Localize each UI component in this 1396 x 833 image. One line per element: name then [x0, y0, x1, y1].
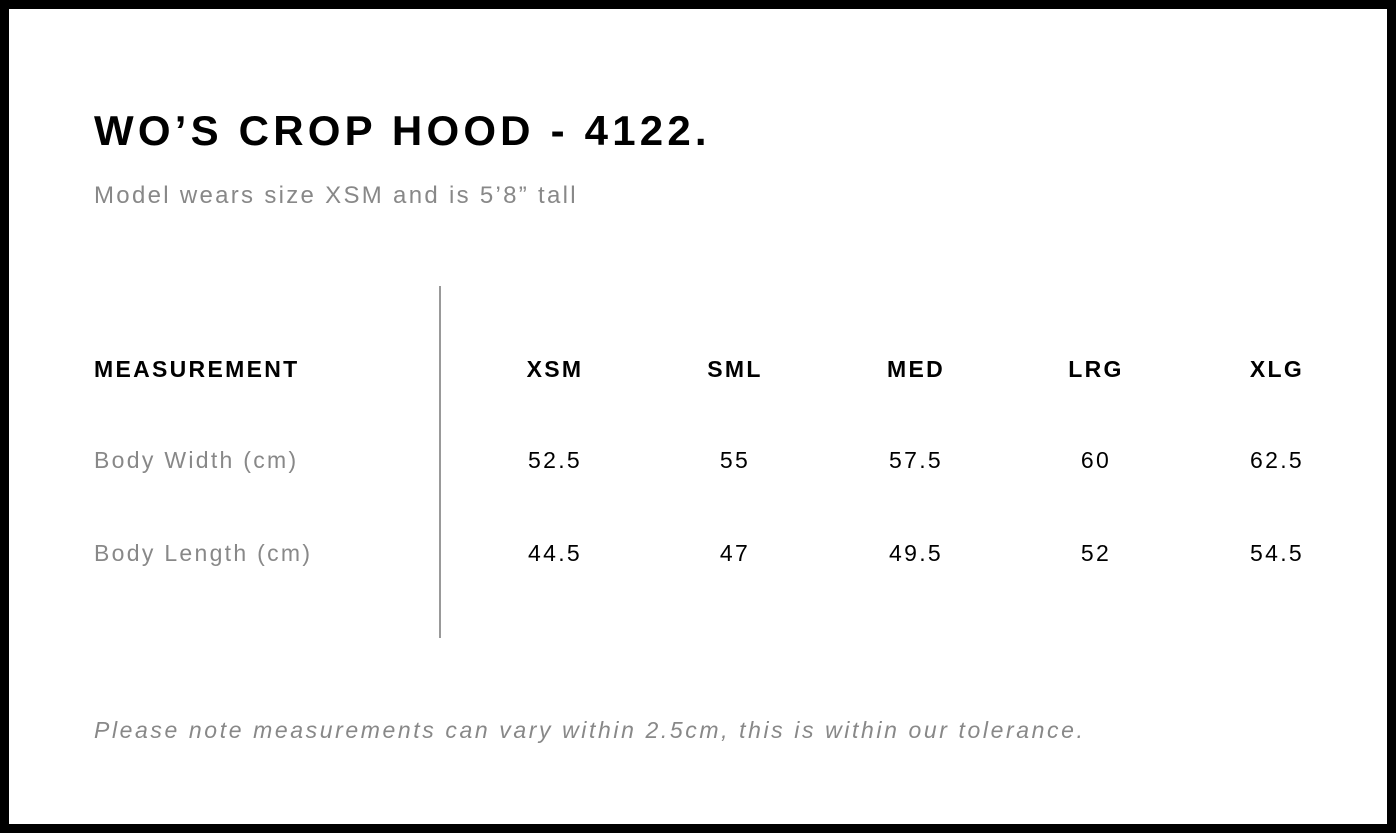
table-cell: 57.5	[889, 447, 943, 473]
size-header-med: MED	[886, 356, 946, 382]
tolerance-note: Please note measurements can vary within…	[94, 717, 1086, 743]
table-cell: 62.5	[1250, 447, 1304, 473]
row-label-body-width: Body Width (cm)	[94, 447, 299, 473]
size-header-xlg: XLG	[1249, 356, 1305, 382]
column-divider	[439, 286, 441, 638]
table-cell: 60	[1080, 447, 1112, 473]
size-header-lrg: LRG	[1068, 356, 1124, 382]
table-cell: 52	[1080, 540, 1112, 566]
table-cell: 49.5	[889, 540, 943, 566]
measurement-header: MEASUREMENT	[94, 356, 300, 382]
table-cell: 44.5	[528, 540, 582, 566]
row-label-body-length: Body Length (cm)	[94, 540, 313, 566]
page-title: WO’S CROP HOOD - 4122.	[94, 107, 711, 154]
size-chart-card: WO’S CROP HOOD - 4122. Model wears size …	[9, 9, 1387, 824]
size-header-xsm: XSM	[526, 356, 584, 382]
size-header-sml: SML	[707, 356, 763, 382]
table-cell: 54.5	[1250, 540, 1304, 566]
table-cell: 55	[719, 447, 751, 473]
model-info: Model wears size XSM and is 5’8” tall	[94, 182, 578, 209]
table-cell: 47	[719, 540, 751, 566]
table-cell: 52.5	[528, 447, 582, 473]
